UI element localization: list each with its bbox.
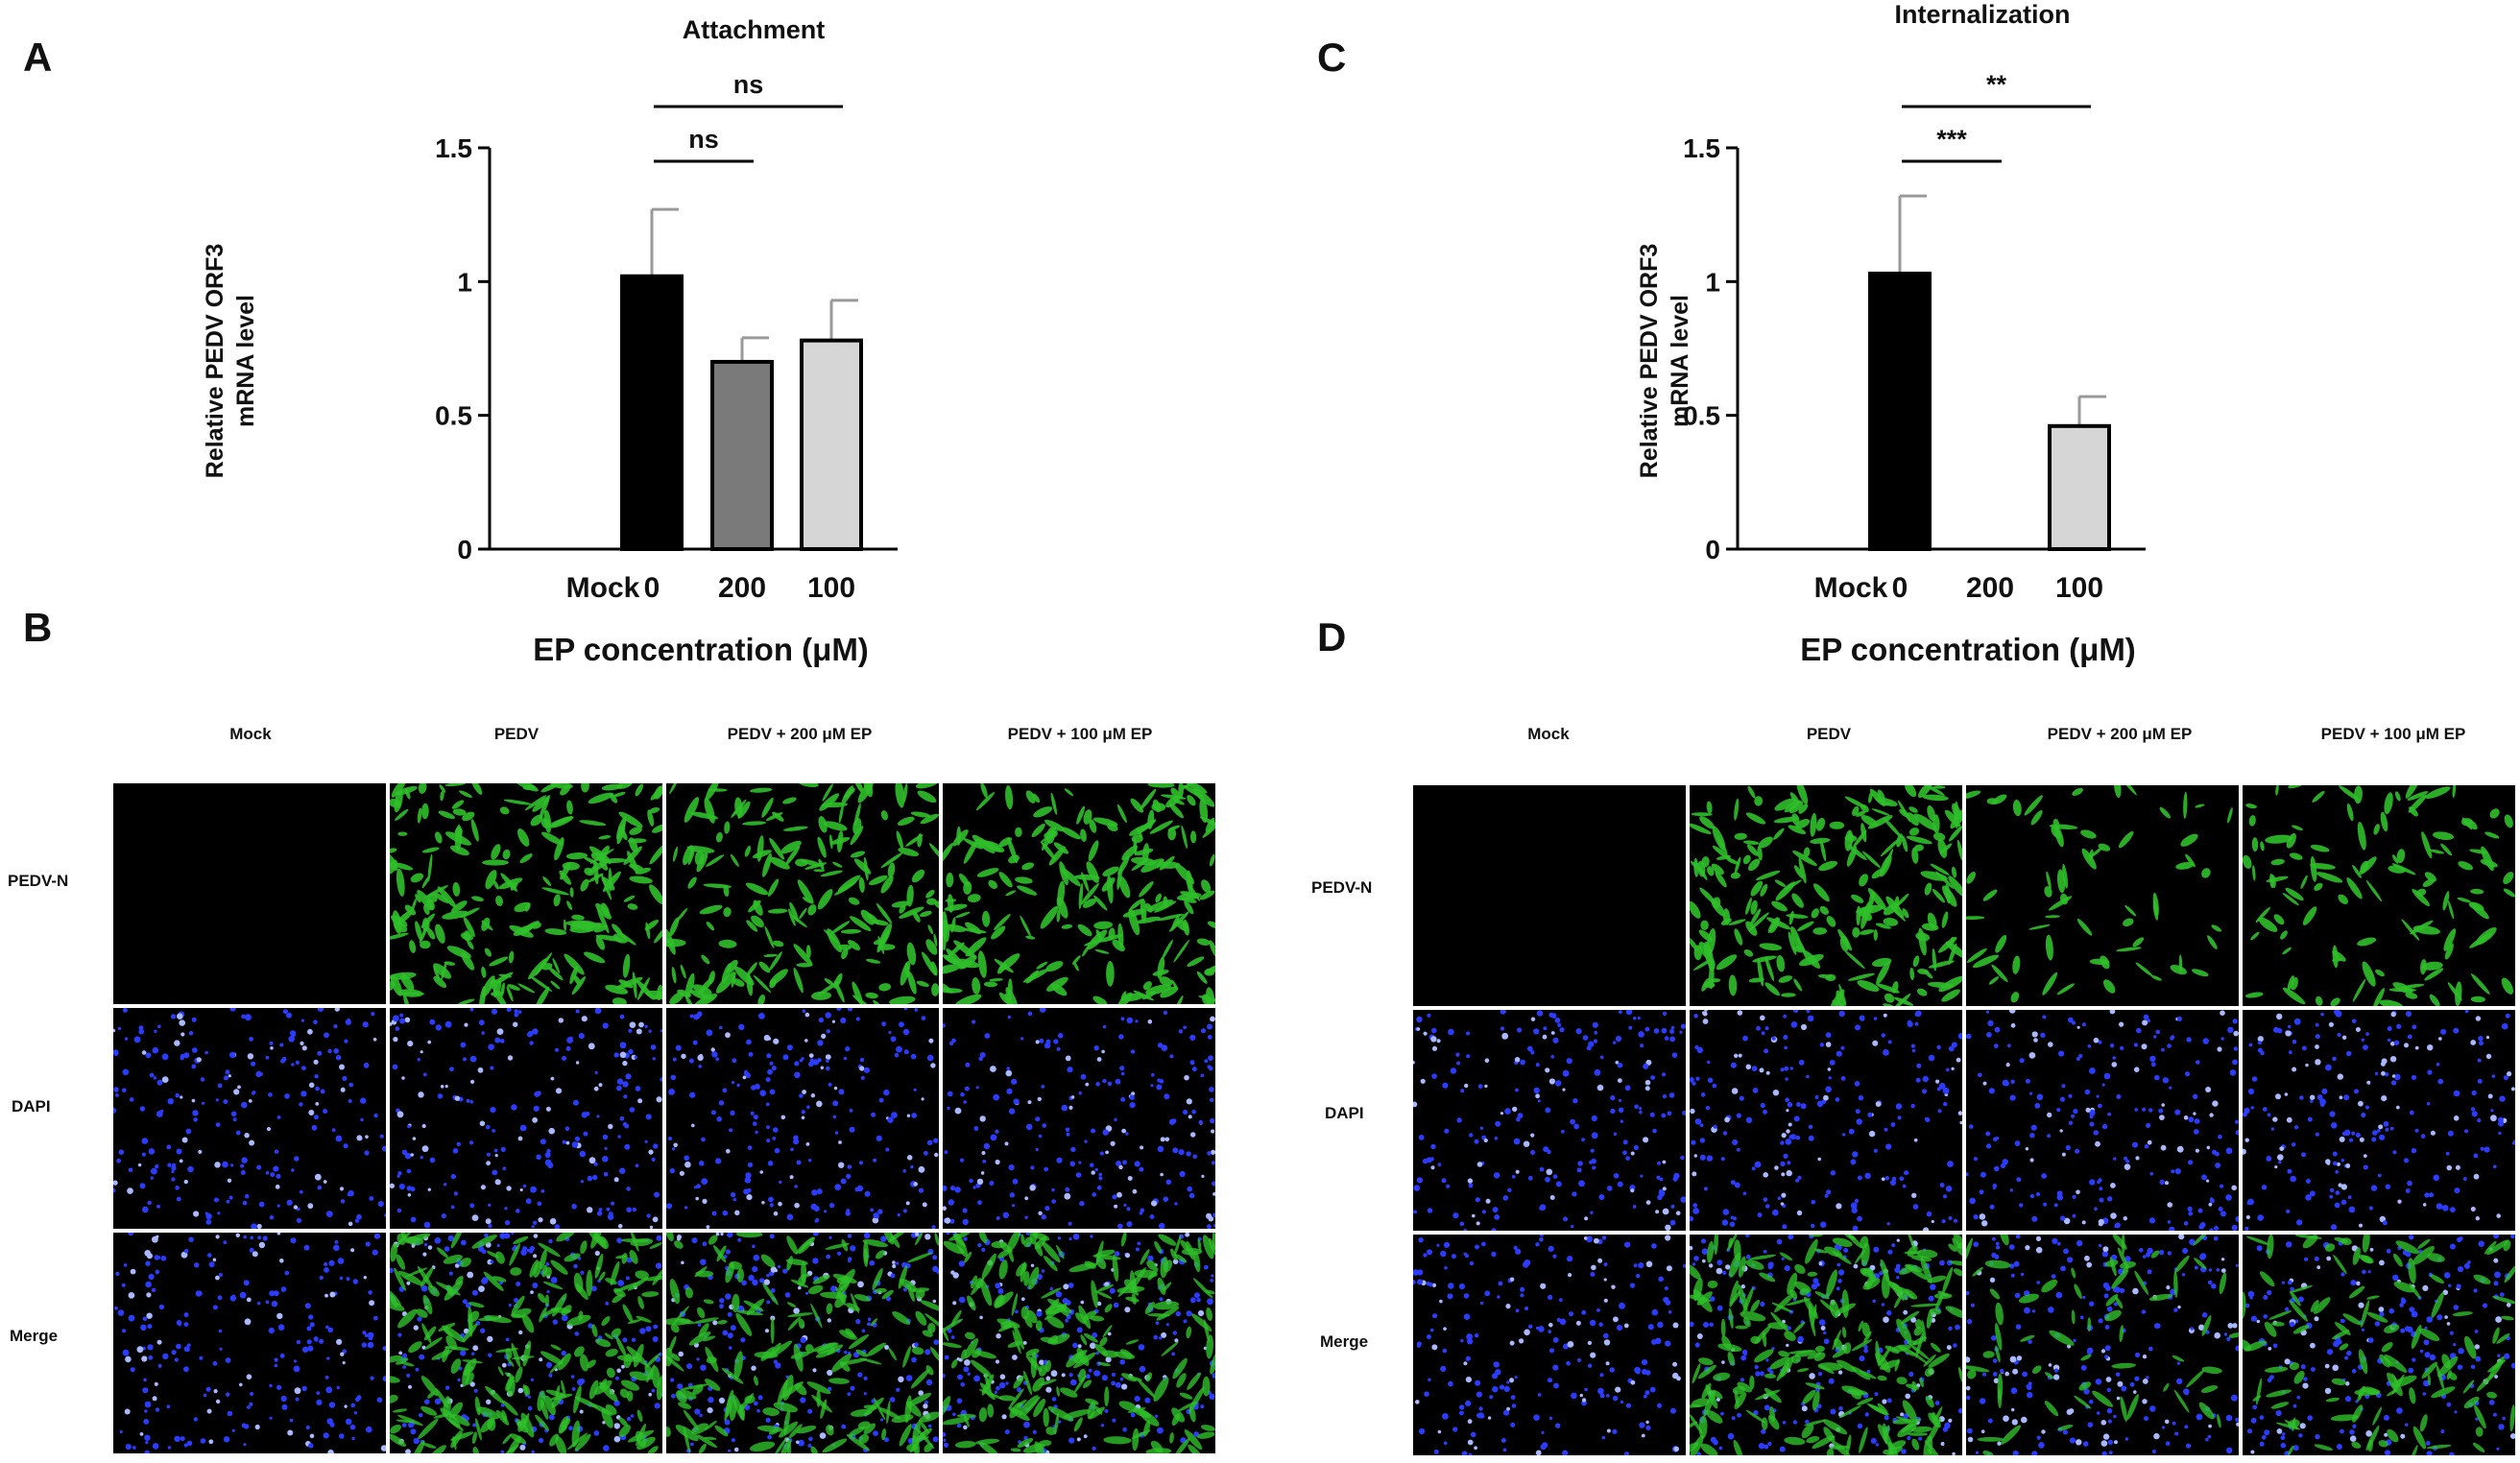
grid-d-row-pedv-n: PEDV-N (1311, 878, 1373, 897)
micrograph-D-pedv-n-1 (1690, 785, 1962, 1006)
chart-a-xtick-label: 0 (644, 572, 660, 604)
micrograph-D-dapi-0 (1413, 1010, 1686, 1231)
chart-a-xtick-label: 200 (718, 572, 766, 604)
micrograph-D-merge-1 (1690, 1235, 1962, 1455)
chart-c-xtick-label: 100 (2055, 572, 2103, 604)
grid-b-row-dapi: DAPI (12, 1097, 51, 1115)
chart-c-ytick-label: 0 (1705, 535, 1720, 564)
chart-a-title: Attachment (682, 15, 826, 44)
chart-c-bar (2048, 423, 2111, 551)
chart-c-bar (1868, 271, 1932, 551)
micrograph-D-pedv-n-2 (1966, 785, 2239, 1006)
grid-d-col-mock: Mock (1527, 725, 1570, 743)
panel-label-c: C (1317, 35, 1347, 80)
micrograph-B-dapi-1 (390, 1008, 662, 1229)
micrograph-B-dapi-0 (113, 1008, 386, 1229)
chart-a-x-axis-label: EP concentration (μM) (533, 632, 869, 667)
micrograph-D-dapi-1 (1690, 1010, 1962, 1231)
micrograph-B-merge-0 (113, 1233, 386, 1453)
micrograph-B-merge-1 (390, 1233, 662, 1453)
chart-c-ytick-label: 1.5 (1683, 133, 1720, 163)
chart-c-comparison-label: *** (1936, 125, 1967, 154)
micrograph-D-pedv-n-0 (1413, 785, 1686, 1006)
grid-d-col-100: PEDV + 100 μM EP (2320, 725, 2466, 743)
micrograph-grid-b (113, 783, 1219, 1457)
panel-label-d: D (1317, 614, 1347, 660)
chart-a-comparison-label: ns (688, 125, 719, 154)
chart-c-xtick-label: Mock (1814, 572, 1888, 604)
chart-a-bar (800, 338, 863, 552)
grid-b-col-100: PEDV + 100 μM EP (1007, 725, 1153, 743)
micrograph-D-pedv-n-3 (2243, 785, 2515, 1006)
chart-c-x-axis-label: EP concentration (μM) (1800, 632, 2136, 667)
micrograph-B-pedv-n-1 (390, 783, 662, 1004)
chart-c-title: Internalization (1894, 0, 2071, 29)
micrograph-B-merge-3 (943, 1233, 1215, 1453)
chart-a-xtick-label: 100 (807, 572, 855, 604)
micrograph-grid-d (1413, 785, 2519, 1459)
grid-d-col-pedv: PEDV (1806, 725, 1852, 743)
chart-a-ytick-label: 1 (457, 267, 472, 297)
grid-d-row-dapi: DAPI (1325, 1104, 1364, 1122)
chart-c-xtick-label: 200 (1966, 572, 2014, 604)
chart-c-ytick-label: 0.5 (1683, 401, 1720, 431)
grid-b-col-pedv: PEDV (493, 725, 540, 743)
chart-c-ytick-label: 1 (1705, 267, 1720, 297)
grid-b-row-merge: Merge (10, 1327, 59, 1345)
chart-c-comparison-label: ** (1986, 70, 2007, 99)
micrograph-D-merge-2 (1966, 1235, 2239, 1455)
panel-label-a: A (23, 35, 53, 80)
chart-a-comparison-label: ns (733, 70, 764, 99)
micrograph-D-merge-3 (2243, 1235, 2515, 1455)
chart-a-ytick-label: 0.5 (435, 401, 472, 431)
chart-a-xtick-label: Mock (566, 572, 640, 604)
chart-c-xtick-label: 0 (1892, 572, 1908, 604)
micrograph-D-dapi-3 (2243, 1010, 2515, 1231)
grid-b-col-200: PEDV + 200 μM EP (727, 725, 873, 743)
chart-a-bar (710, 359, 774, 551)
micrograph-D-dapi-2 (1966, 1010, 2239, 1231)
micrograph-B-dapi-3 (943, 1008, 1215, 1229)
grid-b-row-pedv-n: PEDV-N (8, 872, 69, 890)
micrograph-B-pedv-n-0 (113, 783, 386, 1004)
chart-a-ytick-label: 1.5 (435, 133, 472, 163)
micrograph-B-merge-2 (666, 1233, 939, 1453)
chart-a-ytick-label: 0 (457, 535, 472, 564)
panel-label-b: B (23, 605, 53, 650)
chart-a-bar (620, 274, 684, 551)
micrograph-D-merge-0 (1413, 1235, 1686, 1455)
micrograph-B-pedv-n-2 (666, 783, 939, 1004)
grid-b-col-mock: Mock (229, 725, 272, 743)
micrograph-B-dapi-2 (666, 1008, 939, 1229)
grid-d-col-200: PEDV + 200 μM EP (2047, 725, 2193, 743)
micrograph-B-pedv-n-3 (943, 783, 1215, 1004)
grid-d-row-merge: Merge (1320, 1332, 1369, 1351)
